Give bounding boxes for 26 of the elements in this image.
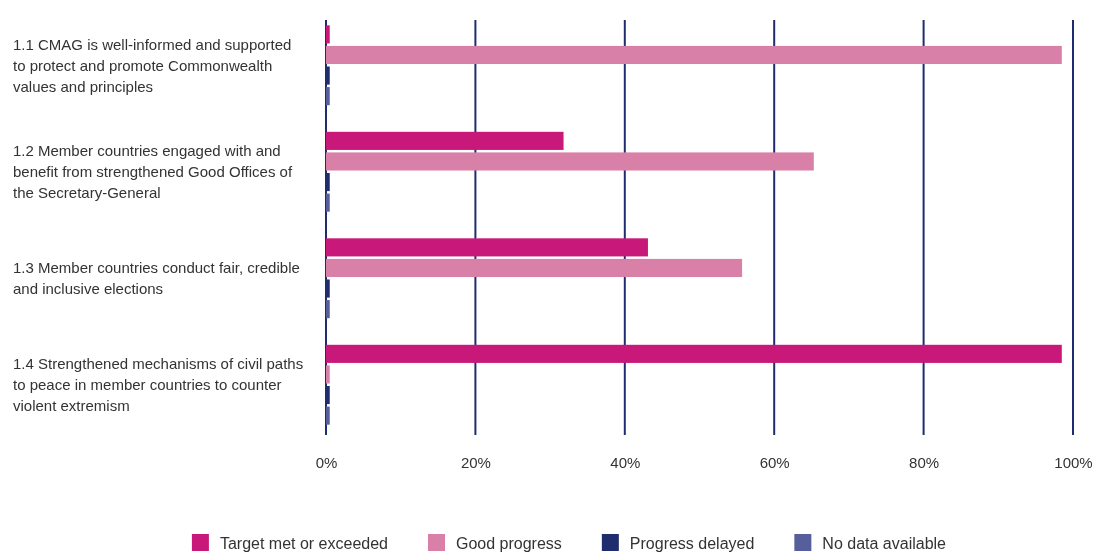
- y-tick-label: 1.3 Member countries conduct fair, credible and inclusive elections: [13, 259, 300, 297]
- bar: [326, 258, 743, 278]
- x-tick-label: 60%: [759, 453, 790, 471]
- bar: [326, 152, 814, 171]
- bar: [326, 300, 330, 319]
- legend-label: No data available: [822, 535, 947, 552]
- x-tick-label: 100%: [1054, 453, 1093, 471]
- bar: [326, 344, 1062, 363]
- bar: [326, 238, 648, 257]
- bar: [326, 131, 564, 150]
- x-tick-label: 80%: [909, 453, 940, 471]
- y-tick-label: 1.1 CMAG is well-informed and supported to protect and promote Commonwealth values and principles: [13, 35, 292, 95]
- bar: [326, 406, 330, 425]
- bar: [326, 365, 330, 384]
- bar: [326, 45, 1062, 65]
- bar: [326, 87, 330, 106]
- legend-label: Good progress: [456, 535, 562, 552]
- legend-label: Target met or exceeded: [219, 535, 388, 552]
- x-tick-label: 0%: [315, 453, 338, 471]
- bar: [326, 25, 330, 44]
- y-tick-label: 1.4 Strengthened mechanisms of civil paths to peace in member countries to counter violent extremism: [13, 354, 304, 414]
- legend-label: Progress delayed: [629, 535, 755, 552]
- bar: [326, 193, 330, 212]
- x-tick-label: 20%: [460, 453, 491, 471]
- y-tick-label: 1.2 Member countries engaged with and benefit from strengthened Good Offices of the Secretary-General: [13, 142, 293, 201]
- x-tick-label: 40%: [610, 453, 641, 471]
